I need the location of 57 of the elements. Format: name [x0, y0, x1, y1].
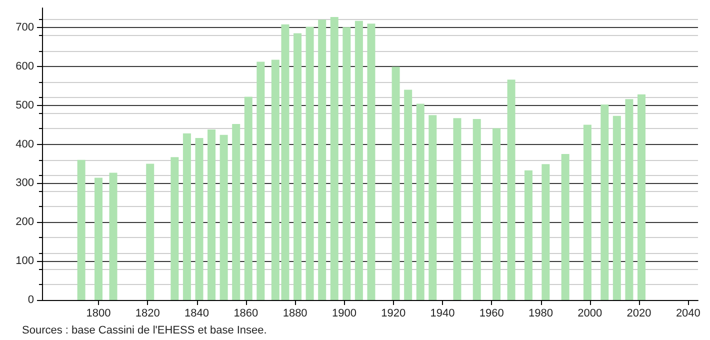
bar: [367, 24, 376, 300]
bar: [392, 66, 400, 300]
bar: [524, 170, 532, 300]
y-tick-label: 300: [16, 177, 34, 190]
bar: [77, 160, 86, 300]
bar: [294, 33, 302, 300]
y-tick-label: 400: [16, 138, 34, 150]
bar: [354, 20, 363, 300]
bar: [330, 16, 338, 300]
x-tick-label: 1860: [234, 308, 258, 320]
bar: [542, 164, 550, 300]
y-tick-label: 200: [16, 216, 34, 228]
bar: [195, 138, 204, 300]
y-tick-label: 600: [16, 60, 34, 72]
x-tick-label: 2020: [626, 308, 652, 320]
bar: [453, 118, 462, 300]
bar: [404, 90, 412, 300]
x-tick-label: 1820: [135, 308, 160, 320]
x-tick-label: 1960: [479, 308, 504, 320]
x-tick-label: 1840: [184, 308, 210, 320]
bar: [342, 27, 351, 300]
bar: [256, 62, 265, 300]
bar: [232, 124, 240, 300]
bar: [492, 128, 501, 300]
bar: [583, 124, 592, 300]
bar: [416, 104, 424, 300]
bar: [208, 129, 216, 300]
bar: [109, 172, 118, 300]
bar: [625, 99, 634, 300]
bar: [612, 116, 621, 300]
source-note: Sources : base Cassini de l'EHESS et base Insee.: [22, 324, 267, 336]
bar: [182, 133, 191, 300]
x-tick-label: 2040: [676, 308, 700, 320]
bar: [146, 164, 154, 300]
bar: [306, 26, 314, 300]
x-tick-label: 2000: [578, 308, 602, 320]
x-tick-label: 1980: [528, 308, 553, 320]
y-tick-label: 100: [16, 255, 34, 268]
bar: [507, 80, 516, 300]
bar: [318, 20, 326, 300]
bar: [428, 115, 437, 300]
bar: [94, 178, 103, 300]
bar: [561, 154, 570, 300]
y-tick-label: 0: [28, 294, 34, 306]
x-tick-label: 1900: [332, 308, 356, 320]
x-tick-label: 1880: [282, 308, 308, 320]
bar: [244, 96, 252, 300]
bar: [220, 134, 228, 300]
bar: [600, 104, 609, 300]
x-tick-label: 1940: [430, 308, 455, 320]
bar: [170, 157, 179, 300]
bar: [637, 94, 646, 300]
y-tick-label: 700: [16, 21, 34, 34]
x-tick-label: 1800: [86, 308, 111, 320]
x-tick-label: 1920: [381, 308, 406, 320]
bar: [472, 118, 481, 300]
y-tick-label: 500: [16, 99, 34, 112]
